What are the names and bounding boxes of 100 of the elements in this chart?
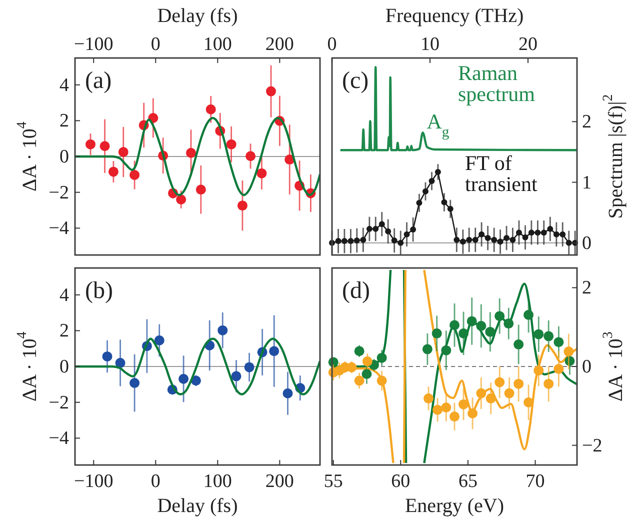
point (424, 393, 434, 404)
y-tick-label: 2 (582, 278, 592, 299)
point (282, 388, 293, 398)
point (432, 328, 442, 338)
x-tick-label: 60 (391, 471, 410, 492)
x-tick-label: 55 (324, 471, 343, 492)
x-axis-title: Frequency (THz) (385, 5, 524, 27)
y-tick-label: 0 (582, 356, 592, 378)
x-tick-label: 10 (420, 34, 440, 55)
point (348, 238, 354, 244)
x-tick-label: 70 (526, 471, 545, 492)
chart-title: (d) (342, 278, 370, 304)
series-label: FT of transient (465, 151, 538, 196)
annotation: A$_{g}$ (426, 110, 450, 141)
point (186, 148, 196, 158)
point (391, 237, 398, 244)
y-tick-label: −2 (48, 182, 69, 204)
point (560, 231, 566, 238)
point (516, 230, 522, 236)
point (100, 141, 110, 152)
point (231, 371, 242, 382)
x-tick-label: 20 (518, 34, 538, 55)
point (404, 231, 410, 238)
point (218, 325, 228, 336)
y-tick-label: 2 (582, 112, 592, 133)
point (534, 365, 544, 376)
point (476, 388, 486, 398)
point (547, 226, 554, 232)
point (534, 230, 541, 236)
point (108, 166, 118, 177)
point (540, 230, 547, 236)
x-axis-title: Energy (eV) (404, 495, 504, 517)
point (244, 362, 254, 372)
x-axis-title: Delay (fs) (157, 5, 238, 27)
chart-title: (a) (85, 68, 112, 94)
point (441, 345, 452, 356)
point (434, 168, 441, 175)
y-tick-label: −2 (582, 435, 602, 456)
point (376, 376, 387, 386)
point (154, 335, 164, 346)
point (524, 310, 534, 320)
point (494, 311, 505, 322)
point (422, 344, 432, 354)
point (554, 337, 564, 348)
point (466, 316, 477, 326)
point (256, 168, 267, 178)
x-tick-label: 0 (150, 471, 160, 492)
x-tick-label: 100 (203, 471, 232, 492)
point (564, 346, 574, 357)
point (398, 240, 404, 246)
point (366, 226, 372, 232)
point (410, 226, 416, 233)
point (176, 194, 186, 204)
point (554, 364, 564, 374)
x-tick-label: 0 (150, 34, 160, 55)
x-tick-label: 100 (203, 34, 232, 55)
point (335, 238, 342, 244)
point (246, 151, 256, 162)
point (354, 237, 360, 244)
line-series (339, 66, 577, 152)
y-tick-label: 0 (582, 232, 592, 254)
point (460, 238, 466, 245)
point (372, 226, 379, 232)
point (472, 236, 478, 243)
point (196, 184, 206, 195)
point (486, 393, 496, 404)
point (346, 362, 357, 372)
point (206, 104, 216, 114)
point (466, 236, 472, 243)
point (504, 235, 510, 242)
point (422, 188, 428, 194)
point (237, 200, 248, 211)
y-tick-label: 1 (582, 172, 592, 194)
point (341, 238, 348, 244)
point (385, 228, 392, 234)
point (566, 240, 572, 246)
point (458, 399, 469, 410)
point (447, 206, 454, 212)
chart-title: (c) (342, 68, 369, 94)
point (86, 139, 96, 150)
x-tick-label: −100 (74, 34, 114, 55)
y-tick-label: 0 (60, 146, 69, 168)
text: Raman spectrum (458, 61, 535, 106)
point (454, 236, 460, 243)
y-tick-label: 2 (60, 110, 69, 132)
point (130, 170, 140, 180)
point (428, 178, 435, 184)
y-tick-label: 4 (60, 284, 70, 306)
point (510, 236, 516, 243)
point (362, 368, 372, 379)
x-tick-label: −100 (74, 471, 114, 492)
point (432, 404, 443, 415)
point (130, 378, 140, 388)
point (522, 234, 528, 240)
point (491, 236, 498, 243)
point (416, 200, 422, 206)
point (115, 358, 126, 368)
x-tick-label: 200 (265, 34, 294, 55)
y-tick-label: 4 (60, 74, 70, 96)
point (514, 339, 524, 350)
